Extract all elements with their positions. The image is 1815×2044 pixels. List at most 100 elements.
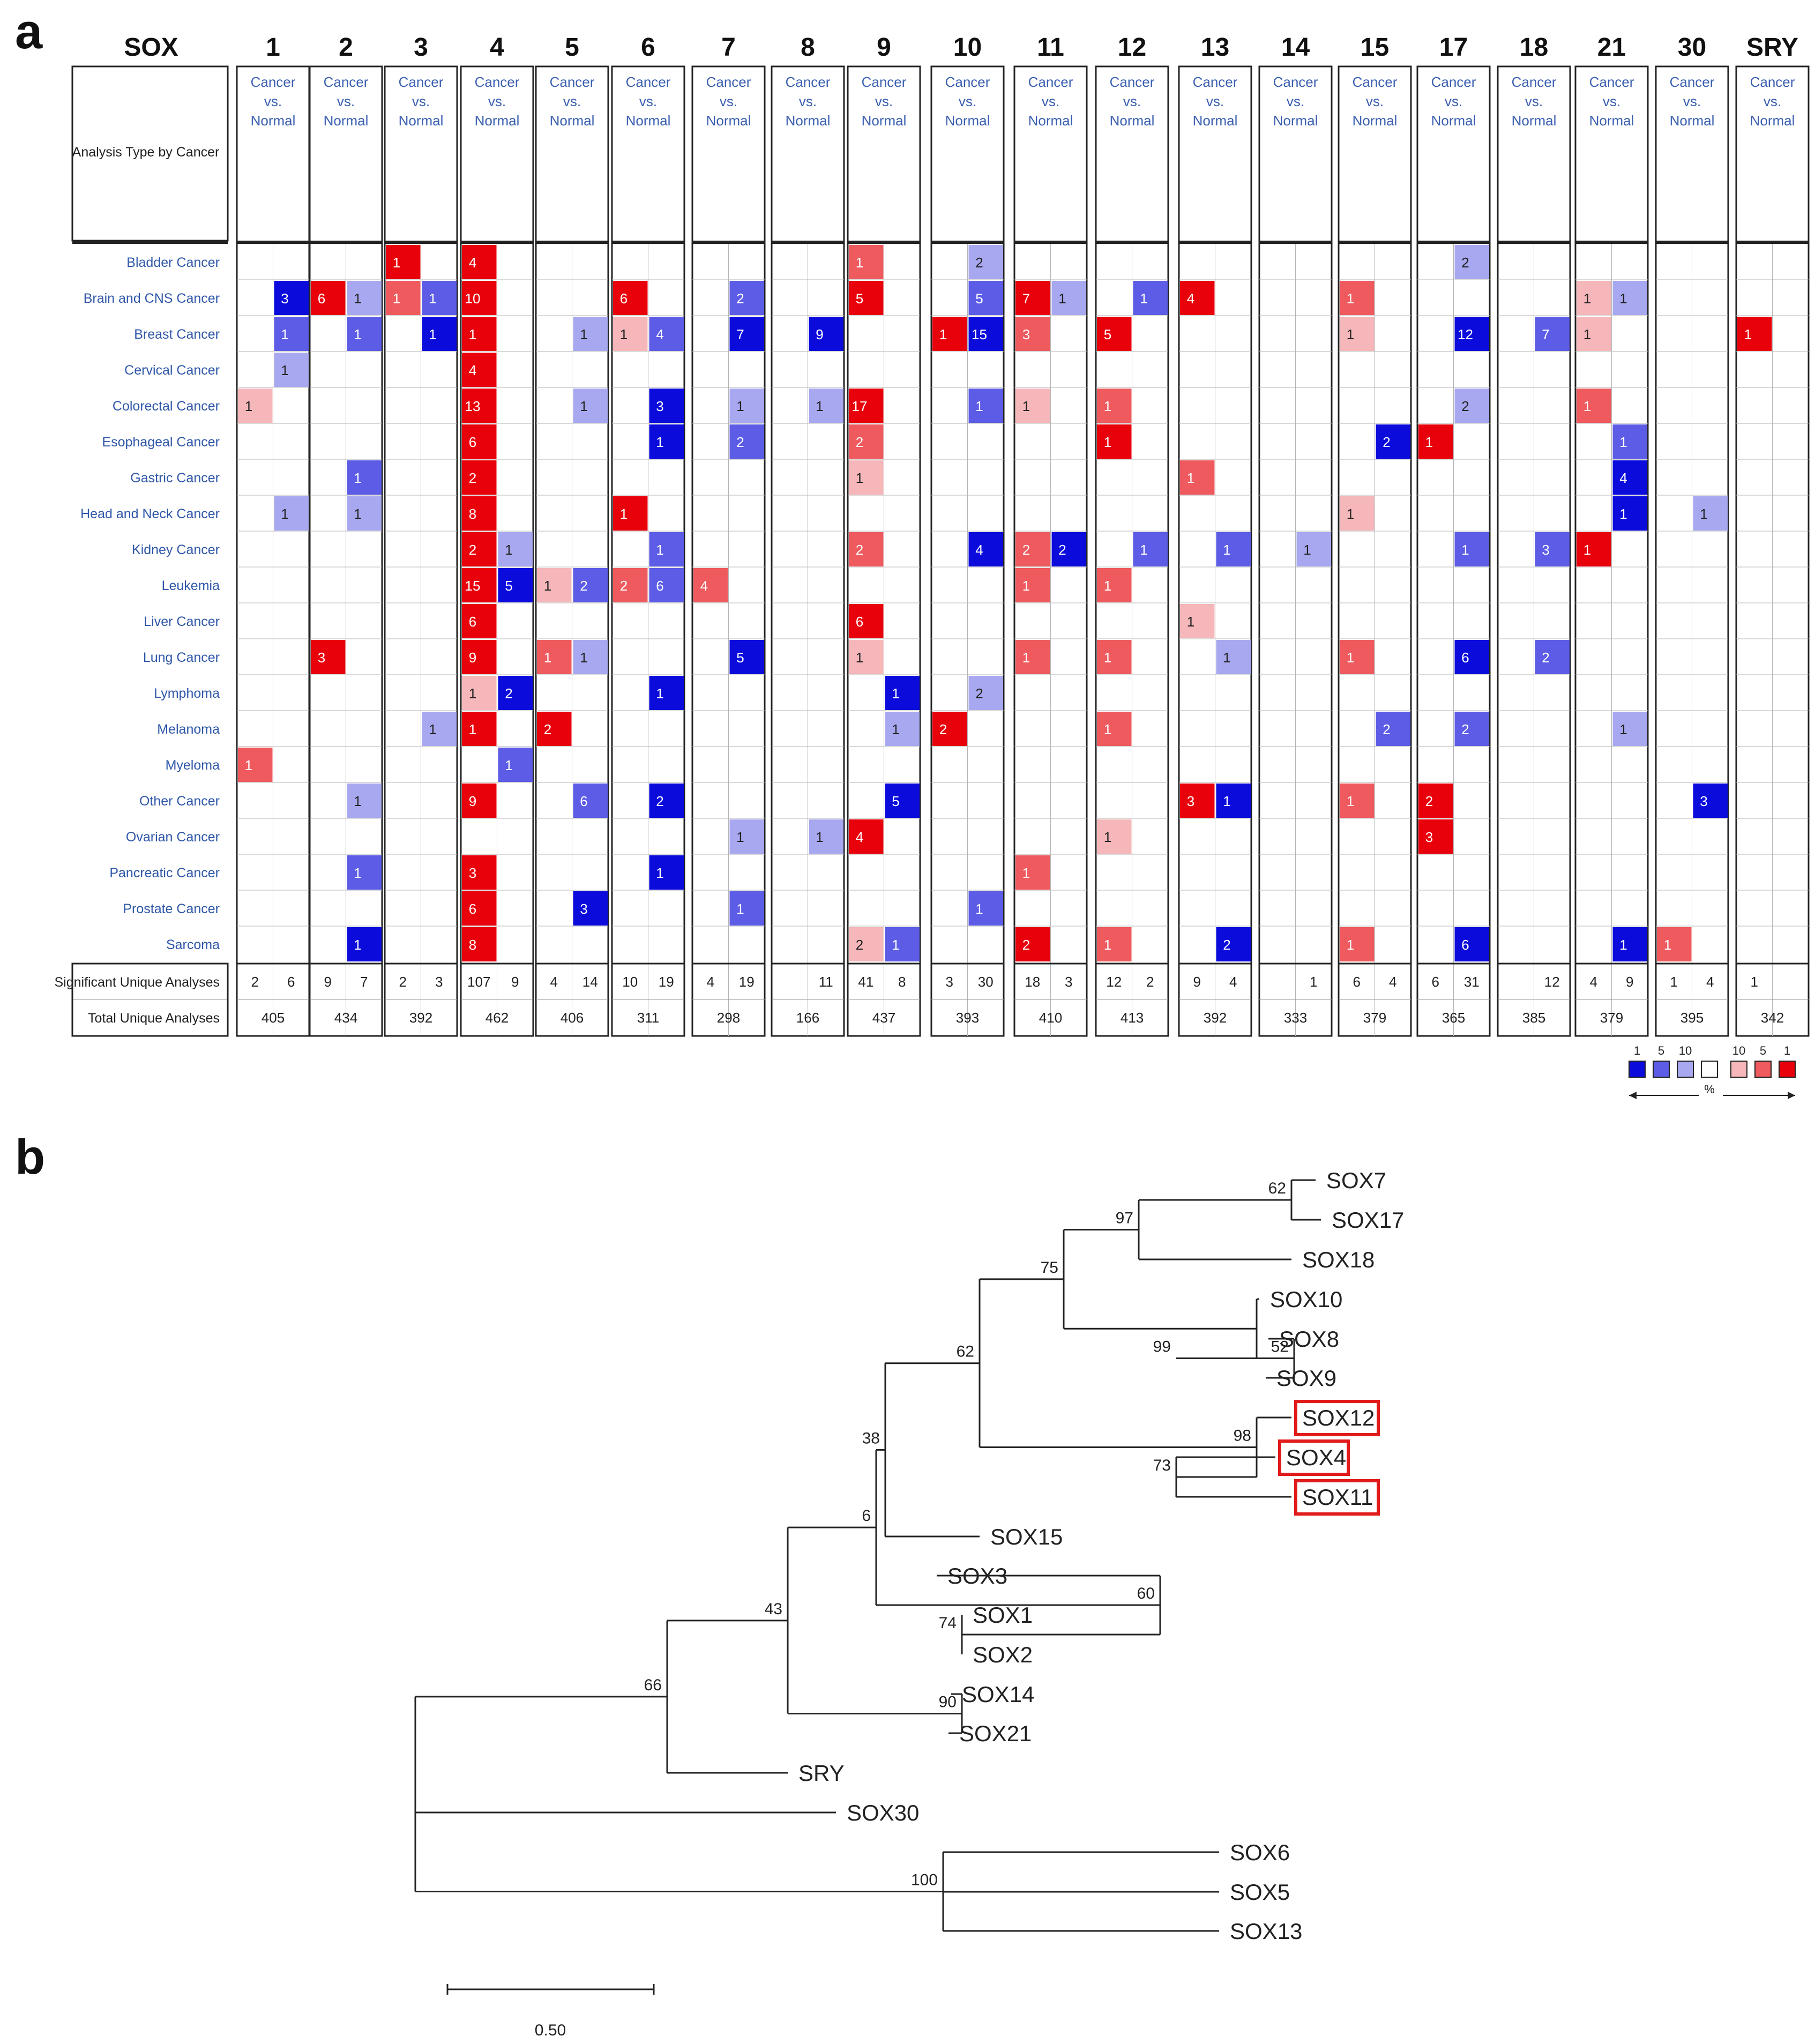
significant-up-count: 2 — [399, 974, 407, 990]
total-analyses-count: 333 — [1284, 1010, 1307, 1026]
heatmap-cell — [1535, 532, 1570, 566]
heatmap-cell-count: 1 — [1104, 829, 1111, 845]
heatmap-cell-count: 2 — [1383, 434, 1390, 450]
cancer-label: Kidney Cancer — [132, 542, 220, 557]
cancer-vs-normal-label: Cancer — [550, 74, 595, 90]
heatmap-cell-count: 1 — [393, 255, 400, 271]
heatmap-cell — [238, 389, 273, 423]
heatmap-cell — [1612, 424, 1647, 459]
cancer-vs-normal-label: Normal — [1750, 113, 1795, 129]
heatmap-cell-count: 1 — [816, 829, 823, 845]
significant-down-count: 6 — [287, 974, 295, 990]
heatmap-cell-count: 3 — [580, 901, 587, 917]
heatmap-cell-count: 1 — [1104, 937, 1111, 953]
heatmap-cell — [1418, 819, 1453, 854]
cancer-vs-normal-label: vs. — [337, 93, 355, 109]
heatmap-cell-count: 1 — [354, 506, 361, 522]
cancer-vs-normal-label: Cancer — [786, 74, 831, 90]
heatmap-cell-count: 1 — [939, 326, 947, 342]
gene-column-title: 2 — [339, 33, 353, 62]
heatmap-cell-count: 1 — [892, 937, 899, 953]
significant-down-count: 14 — [582, 974, 598, 990]
heatmap-cell-count: 1 — [736, 901, 744, 917]
heatmap-cell — [1612, 281, 1647, 315]
bootstrap-value: 100 — [911, 1871, 938, 1889]
heatmap-cell-count: 1 — [1140, 542, 1147, 558]
cancer-vs-normal-label: vs. — [959, 93, 976, 109]
heatmap-cell — [968, 389, 1003, 423]
heatmap-cell — [1376, 712, 1410, 746]
heatmap-cell — [613, 317, 648, 351]
heatmap-cell — [1454, 640, 1489, 674]
cancer-vs-normal-label: Normal — [1353, 113, 1398, 129]
heatmap-cell — [649, 676, 684, 710]
heatmap-cell — [498, 676, 533, 710]
total-analyses-count: 392 — [409, 1010, 432, 1026]
heatmap-cell — [274, 317, 309, 351]
heatmap-cell — [422, 281, 457, 315]
cancer-vs-normal-label: vs. — [1764, 93, 1781, 109]
heatmap-cell — [573, 568, 608, 602]
heatmap-cell-count: 1 — [1619, 937, 1627, 953]
heatmap-cell — [968, 245, 1003, 279]
tree-leaf-label: SOX6 — [1230, 1840, 1290, 1865]
heatmap-cell-count: 1 — [429, 326, 436, 342]
heatmap-cell-count: 1 — [1140, 290, 1147, 307]
heatmap-cell-count: 6 — [469, 901, 476, 917]
heatmap-cell-count: 1 — [1347, 506, 1354, 522]
heatmap-cell — [649, 784, 684, 818]
tree-leaf-label: SOX14 — [962, 1682, 1034, 1707]
cancer-label: Lymphoma — [154, 686, 220, 701]
panel-a-letter: a — [15, 4, 43, 59]
gene-column-title: 30 — [1678, 33, 1706, 62]
heatmap-cell-count: 2 — [580, 578, 587, 594]
heatmap-cell-count: 2 — [1223, 937, 1230, 953]
cancer-vs-normal-label: Normal — [1193, 113, 1238, 129]
legend-blue-label: 1 — [1634, 1044, 1640, 1057]
cancer-vs-normal-label: Cancer — [706, 74, 751, 90]
heatmap-cell — [1216, 927, 1251, 961]
bootstrap-value: 62 — [957, 1343, 974, 1361]
legend-swatch — [1677, 1061, 1694, 1078]
heatmap-cell-count: 2 — [856, 937, 863, 953]
heatmap-cell — [809, 819, 843, 854]
total-analyses-count: 393 — [956, 1010, 979, 1026]
heatmap-cell-count: 9 — [816, 326, 823, 342]
gene-header-label: SOX — [124, 33, 178, 62]
heatmap-cell-count: 1 — [429, 721, 436, 737]
cancer-vs-normal-label: Normal — [1589, 113, 1634, 129]
heatmap-cell — [1015, 855, 1050, 890]
tree-leaf-label: SOX1 — [973, 1602, 1033, 1628]
bootstrap-value: 60 — [1137, 1585, 1155, 1602]
heatmap-cell — [1097, 819, 1132, 854]
heatmap-cell — [422, 712, 457, 746]
heatmap-cell — [347, 281, 382, 315]
bootstrap-value: 97 — [1116, 1210, 1133, 1227]
heatmap-cell — [693, 568, 728, 602]
heatmap-cell — [1418, 424, 1453, 459]
heatmap-cell-count: 3 — [1022, 326, 1030, 342]
significant-down-count: 9 — [511, 974, 519, 990]
heatmap-cell — [573, 891, 608, 926]
total-analyses-count: 462 — [486, 1010, 509, 1026]
heatmap-cell-count: 1 — [1619, 434, 1627, 450]
bootstrap-value: 62 — [1268, 1180, 1286, 1197]
total-analyses-count: 437 — [872, 1010, 895, 1026]
heatmap-cell-count: 2 — [1383, 721, 1390, 737]
heatmap-cell — [462, 281, 497, 315]
heatmap-cell-count: 1 — [354, 470, 361, 486]
analysis-type-label: Analysis Type by Cancer — [72, 145, 220, 160]
heatmap-cell-count: 3 — [318, 650, 325, 666]
gene-column-sox7: 7 Cancer vs. Normal 4 19 298 — [691, 33, 766, 1037]
cancer-label: Liver Cancer — [144, 614, 220, 629]
cancer-vs-normal-label: Normal — [786, 113, 831, 129]
heatmap-cell — [649, 317, 684, 351]
heatmap-cell-count: 1 — [1058, 290, 1066, 307]
heatmap-cell-count: 9 — [469, 793, 476, 809]
bootstrap-value: 52 — [1271, 1338, 1289, 1356]
cancer-vs-normal-label: Normal — [1273, 113, 1318, 129]
significant-down-count: 19 — [739, 974, 755, 990]
gene-column-title: 12 — [1118, 33, 1146, 62]
